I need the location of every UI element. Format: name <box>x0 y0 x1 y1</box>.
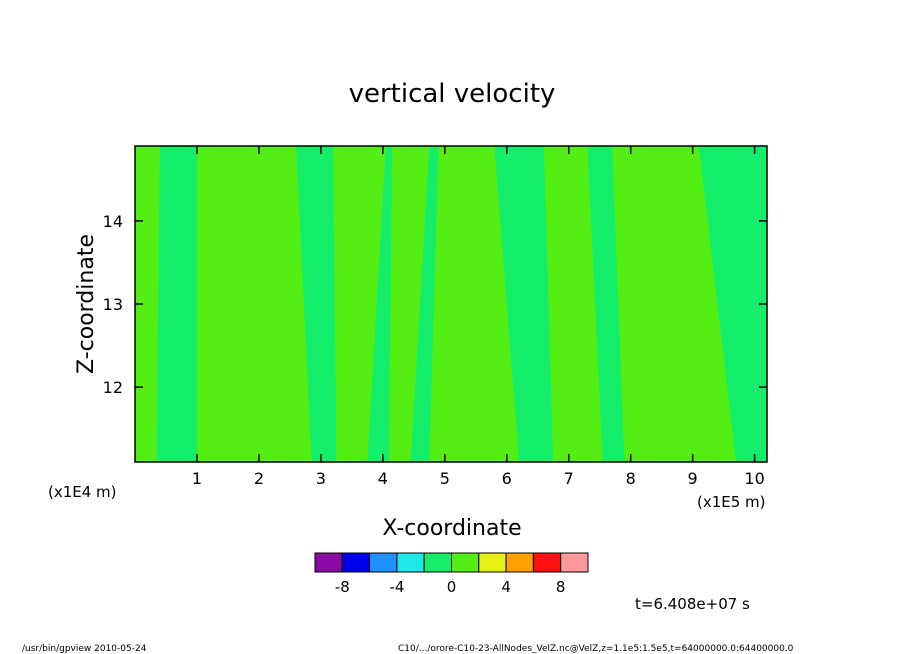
field-band-6 <box>587 146 625 462</box>
footer-left: /usr/bin/gpview 2010-05-24 <box>22 644 147 654</box>
y-tick-label-13: 13 <box>103 295 123 314</box>
x-tick-label-1: 1 <box>192 469 202 488</box>
colorbar-swatch-10 <box>560 552 589 573</box>
footer-right: C10/.../orore-C10-23-AllNodes_VelZ.nc@Ve… <box>398 644 794 654</box>
y-tick-label-14: 14 <box>103 212 123 231</box>
chart-title: vertical velocity <box>349 79 556 109</box>
x-tick-label-3: 3 <box>316 469 326 488</box>
x-tick-label-4: 4 <box>378 469 388 488</box>
colorbar-swatch-3 <box>369 552 398 573</box>
velocity-field <box>135 146 767 462</box>
x-axis-ticks: 1 2 3 4 5 6 7 8 9 10 <box>192 146 765 488</box>
y-tick-label-12: 12 <box>103 378 123 397</box>
x-tick-label-6: 6 <box>502 469 512 488</box>
colorbar-label-0: 0 <box>447 578 457 596</box>
colorbar-label--8: -8 <box>335 578 350 596</box>
colorbar-swatch-7 <box>478 552 507 573</box>
field-band-1 <box>156 146 197 462</box>
colorbar-swatch-9 <box>532 552 562 573</box>
x-tick-label-8: 8 <box>626 469 636 488</box>
field-band-4 <box>410 146 439 462</box>
colorbar-swatch-8 <box>505 552 534 573</box>
x-tick-label-7: 7 <box>564 469 574 488</box>
colorbar-swatch-4 <box>396 552 425 573</box>
colorbar-swatch-6 <box>451 552 480 573</box>
x-unit-left-label: (x1E4 m) <box>48 483 117 501</box>
x-tick-label-2: 2 <box>254 469 264 488</box>
colorbar <box>314 552 589 573</box>
colorbar-label--4: -4 <box>389 578 404 596</box>
x-tick-label-9: 9 <box>688 469 698 488</box>
colorbar-label-8: 8 <box>556 578 566 596</box>
field-background <box>135 146 767 462</box>
y-axis-label: Z-coordinate <box>74 234 99 374</box>
x-tick-label-10: 10 <box>744 469 764 488</box>
field-band-3 <box>367 146 393 462</box>
colorbar-labels: -8 -4 0 4 8 <box>335 578 566 596</box>
x-tick-label-5: 5 <box>440 469 450 488</box>
time-label: t=6.408e+07 s <box>635 595 750 613</box>
colorbar-swatch-5 <box>423 552 453 573</box>
colorbar-label-4: 4 <box>501 578 511 596</box>
x-axis-label: X-coordinate <box>382 516 521 541</box>
field-band-7 <box>698 146 767 462</box>
field-band-5 <box>494 146 554 462</box>
y-axis-ticks: 12 13 14 <box>103 212 767 397</box>
field-band-2 <box>296 146 337 462</box>
colorbar-swatch-2 <box>341 552 371 573</box>
colorbar-swatch-1 <box>314 552 343 573</box>
x-unit-right-label: (x1E5 m) <box>697 493 766 511</box>
